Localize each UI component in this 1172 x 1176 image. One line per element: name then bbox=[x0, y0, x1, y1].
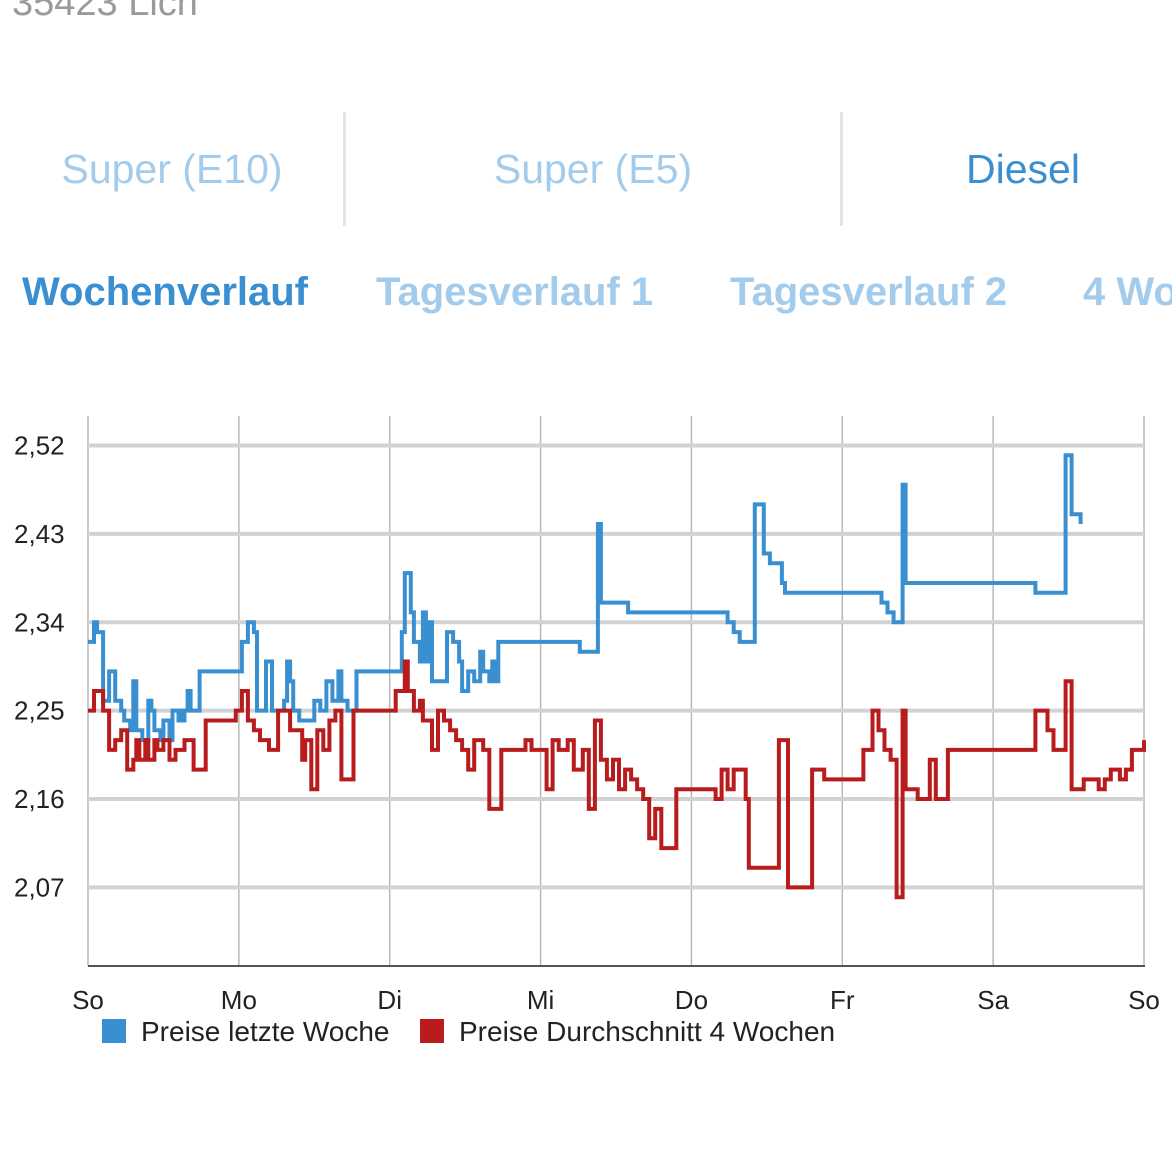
tab-divider bbox=[343, 112, 346, 226]
x-tick-label: Fr bbox=[830, 985, 855, 1015]
series-line-last-week bbox=[88, 453, 1083, 743]
x-tick-label: Sa bbox=[977, 985, 1009, 1015]
y-tick-label: 2,07 bbox=[14, 872, 65, 902]
x-tick-label: Mi bbox=[527, 985, 554, 1015]
series-line-average bbox=[88, 659, 1146, 900]
tab-diesel[interactable]: Diesel bbox=[966, 145, 1080, 192]
tab-super-e5[interactable]: Super (E5) bbox=[493, 145, 693, 192]
y-tick-label: 2,25 bbox=[14, 696, 65, 726]
price-chart: 2,52 2,43 2,34 2,25 2,16 2,07 So Mo Di Mi Do Fr Sa So… bbox=[14, 416, 1160, 1047]
legend-label: Preise letzte Woche bbox=[141, 1016, 390, 1047]
y-tick-label: 2,52 bbox=[14, 430, 65, 460]
x-tick-label: Mo bbox=[221, 985, 257, 1015]
tab-tagesverlauf-1[interactable]: Tagesverlauf 1 bbox=[376, 270, 654, 314]
tab-wochenverlauf[interactable]: Wochenverlauf bbox=[22, 270, 308, 314]
legend-swatch bbox=[102, 1019, 126, 1043]
tab-divider bbox=[840, 112, 843, 226]
legend-swatch bbox=[420, 1019, 444, 1043]
fuel-type-tabs: Super (E10) Super (E5) Diesel bbox=[0, 112, 1172, 226]
y-tick-label: 2,34 bbox=[14, 607, 65, 637]
y-tick-label: 2,43 bbox=[14, 519, 65, 549]
x-tick-label: So bbox=[72, 985, 104, 1015]
tab-4-wochen[interactable]: 4 Wo bbox=[1083, 270, 1172, 314]
y-tick-label: 2,16 bbox=[14, 784, 65, 814]
x-tick-label: So bbox=[1128, 985, 1160, 1015]
tab-super-e10[interactable]: Super (E10) bbox=[61, 145, 283, 192]
legend-label: Preise Durchschnitt 4 Wochen bbox=[459, 1016, 835, 1047]
x-tick-label: Do bbox=[675, 985, 708, 1015]
station-address: 35423 Lich bbox=[12, 0, 198, 24]
view-tabs: Wochenverlauf Tagesverlauf 1 Tagesverlau… bbox=[0, 270, 1172, 330]
x-tick-label: Di bbox=[377, 985, 402, 1015]
tab-tagesverlauf-2[interactable]: Tagesverlauf 2 bbox=[730, 270, 1008, 314]
